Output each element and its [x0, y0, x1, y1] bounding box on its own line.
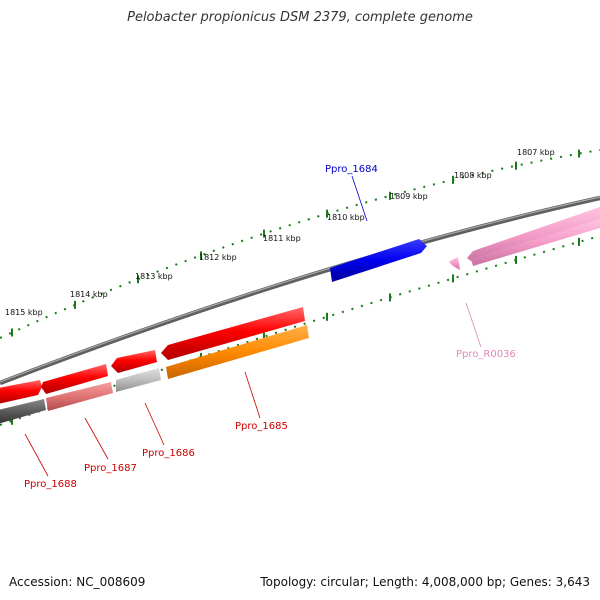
leader-ppro-1685 [244, 371, 261, 419]
genome-backbone [0, 195, 600, 386]
scale-label-1807: 1807 kbp [517, 148, 555, 157]
gene-label-ppro-r0036[interactable]: Ppro_R0036 [456, 349, 516, 360]
scale-label-1815: 1815 kbp [5, 308, 43, 317]
secondary-track-genes [0, 219, 600, 424]
gene-label-ppro-1685[interactable]: Ppro_1685 [235, 421, 288, 432]
scale-label-1808: 1808 kbp [454, 171, 492, 180]
scale-label-1810: 1810 kbp [327, 213, 365, 222]
track-block-pink[interactable] [471, 219, 600, 266]
gene-arrow-ppro-1686[interactable] [111, 350, 157, 373]
track-block-dark[interactable] [0, 399, 46, 424]
leader-ppro-1684 [351, 175, 368, 222]
leader-ppro-1687 [84, 417, 109, 460]
scale-label-1811: 1811 kbp [263, 234, 301, 243]
scale-labels: 1815 kbp 1814 kbp 1813 kbp 1812 kbp 1811… [5, 148, 555, 317]
gene-arrow-ppro-1685[interactable] [161, 307, 305, 360]
scale-label-1809: 1809 kbp [390, 192, 428, 201]
scale-label-1814: 1814 kbp [70, 290, 108, 299]
gene-label-ppro-1687[interactable]: Ppro_1687 [84, 463, 137, 474]
scale-label-1812: 1812 kbp [199, 253, 237, 262]
leader-ppro-1688 [24, 433, 49, 477]
accession-text: Accession: NC_008609 [9, 575, 146, 589]
outer-scale-arc [0, 149, 600, 339]
genome-stats-text: Topology: circular; Length: 4,008,000 bp… [260, 575, 590, 589]
gene-label-ppro-1686[interactable]: Ppro_1686 [142, 448, 195, 459]
gene-label-ppro-1688[interactable]: Ppro_1688 [24, 479, 77, 490]
gene-arrow-small-pink[interactable] [449, 257, 460, 270]
track-block-salmon[interactable] [46, 382, 113, 411]
leader-ppro-r0036 [465, 302, 482, 348]
gene-arrow-ppro-1684[interactable] [330, 239, 427, 282]
leader-ppro-1686 [144, 402, 165, 446]
gene-label-ppro-1684[interactable]: Ppro_1684 [325, 164, 378, 175]
genome-backbone-highlight [0, 196, 600, 383]
gene-arrow-ppro-r0036[interactable] [467, 207, 600, 264]
forward-strand-genes [0, 207, 600, 404]
scale-label-1813: 1813 kbp [135, 272, 173, 281]
gene-arrow-ppro-1687[interactable] [41, 364, 108, 394]
gene-arrow-ppro-1688[interactable] [0, 380, 42, 404]
track-block-orange[interactable] [166, 325, 309, 379]
track-block-grey[interactable] [116, 368, 161, 392]
gene-labels: Ppro_1684 Ppro_1685 Ppro_1686 Ppro_1687 … [24, 164, 516, 490]
scale-ticks [11, 149, 580, 425]
genome-title: Pelobacter propionicus DSM 2379, complet… [127, 10, 473, 25]
label-leader-lines [24, 175, 482, 477]
